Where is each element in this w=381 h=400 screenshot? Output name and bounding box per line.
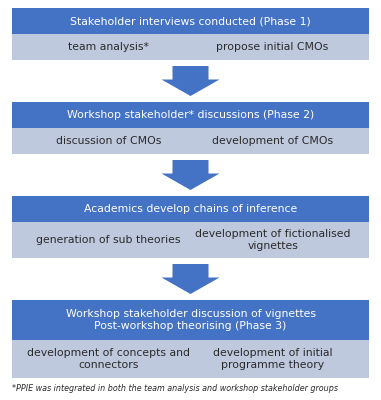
Bar — [12, 102, 369, 128]
Bar — [12, 300, 369, 340]
Polygon shape — [162, 66, 219, 96]
Polygon shape — [162, 264, 219, 294]
Bar — [12, 196, 369, 222]
Text: Workshop stakeholder discussion of vignettes
Post-workshop theorising (Phase 3): Workshop stakeholder discussion of vigne… — [66, 309, 315, 331]
Text: Stakeholder interviews conducted (Phase 1): Stakeholder interviews conducted (Phase … — [70, 16, 311, 26]
Text: development of CMOs: development of CMOs — [212, 136, 333, 146]
Text: Workshop stakeholder* discussions (Phase 2): Workshop stakeholder* discussions (Phase… — [67, 110, 314, 120]
Text: team analysis*: team analysis* — [68, 42, 149, 52]
Bar — [12, 128, 369, 154]
Bar — [12, 340, 369, 378]
Text: generation of sub theories: generation of sub theories — [36, 235, 181, 245]
Text: development of fictionalised
vignettes: development of fictionalised vignettes — [195, 229, 351, 251]
Bar — [12, 34, 369, 60]
Bar — [12, 8, 369, 34]
Polygon shape — [162, 160, 219, 190]
Text: propose initial CMOs: propose initial CMOs — [216, 42, 329, 52]
Text: *PPIE was integrated in both the team analysis and workshop stakeholder groups: *PPIE was integrated in both the team an… — [12, 384, 338, 393]
Text: Academics develop chains of inference: Academics develop chains of inference — [84, 204, 297, 214]
Text: discussion of CMOs: discussion of CMOs — [56, 136, 161, 146]
Bar — [12, 222, 369, 258]
Text: development of concepts and
connectors: development of concepts and connectors — [27, 348, 190, 370]
Text: development of initial
programme theory: development of initial programme theory — [213, 348, 332, 370]
